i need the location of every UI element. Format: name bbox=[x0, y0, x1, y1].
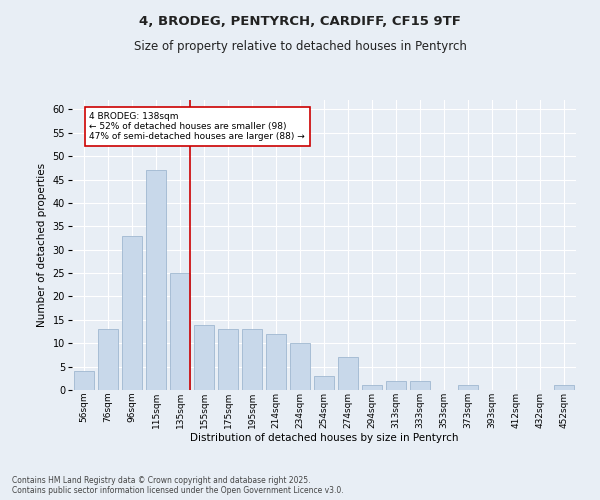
Bar bbox=[242, 329, 262, 390]
X-axis label: Distribution of detached houses by size in Pentyrch: Distribution of detached houses by size … bbox=[190, 434, 458, 444]
Bar bbox=[458, 386, 478, 390]
Bar bbox=[362, 386, 382, 390]
Bar bbox=[74, 372, 94, 390]
Bar bbox=[338, 358, 358, 390]
Bar bbox=[146, 170, 166, 390]
Text: 4 BRODEG: 138sqm
← 52% of detached houses are smaller (98)
47% of semi-detached : 4 BRODEG: 138sqm ← 52% of detached house… bbox=[89, 112, 305, 142]
Bar bbox=[266, 334, 286, 390]
Bar bbox=[554, 386, 574, 390]
Bar bbox=[410, 380, 430, 390]
Bar bbox=[218, 329, 238, 390]
Text: Contains HM Land Registry data © Crown copyright and database right 2025.
Contai: Contains HM Land Registry data © Crown c… bbox=[12, 476, 344, 495]
Bar bbox=[386, 380, 406, 390]
Bar bbox=[98, 329, 118, 390]
Bar bbox=[290, 343, 310, 390]
Y-axis label: Number of detached properties: Number of detached properties bbox=[37, 163, 47, 327]
Bar bbox=[314, 376, 334, 390]
Text: 4, BRODEG, PENTYRCH, CARDIFF, CF15 9TF: 4, BRODEG, PENTYRCH, CARDIFF, CF15 9TF bbox=[139, 15, 461, 28]
Bar bbox=[194, 324, 214, 390]
Bar bbox=[122, 236, 142, 390]
Bar bbox=[170, 273, 190, 390]
Text: Size of property relative to detached houses in Pentyrch: Size of property relative to detached ho… bbox=[134, 40, 466, 53]
